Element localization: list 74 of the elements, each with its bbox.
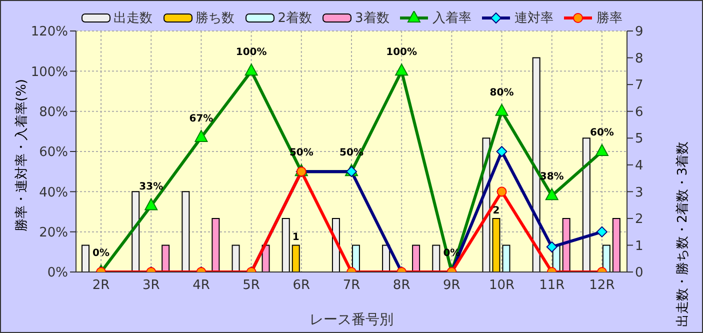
point — [495, 104, 508, 116]
x-tick-label: 4R — [192, 278, 210, 294]
data-label: 67% — [189, 113, 214, 124]
x-tick-label: 6R — [292, 278, 310, 294]
x-tick-label: 8R — [392, 278, 410, 294]
point — [144, 198, 158, 210]
legend-label: 入着率 — [432, 10, 472, 27]
data-label: 60% — [590, 128, 614, 138]
x-tick-label: 5R — [242, 278, 260, 294]
bar — [232, 244, 240, 272]
x-tick-label: 7R — [342, 278, 360, 294]
data-label: 0% — [92, 248, 110, 259]
bar — [162, 244, 170, 272]
y2-tick-label: 2 — [635, 212, 644, 228]
bar — [532, 57, 540, 272]
x-tick-label: 12R — [589, 278, 615, 294]
bar — [282, 218, 290, 272]
bar — [602, 244, 610, 272]
bar — [432, 244, 440, 272]
y-tick-label: 100% — [30, 64, 68, 80]
x-tick-label: 11R — [539, 278, 565, 294]
y-tick-label: 60% — [39, 145, 68, 160]
bar — [352, 244, 360, 272]
data-label: 33% — [139, 182, 164, 193]
legend-label: 2着数 — [278, 10, 312, 27]
point — [395, 64, 408, 76]
x-tick-label: 9R — [443, 278, 460, 294]
y2-axis-title: 出走数・勝ち数・2着数・3着数 — [674, 142, 691, 328]
legend-label: 勝率 — [596, 10, 622, 27]
data-label: 100% — [386, 47, 418, 58]
point — [595, 144, 608, 156]
data-label: 1 — [292, 232, 300, 244]
bar — [612, 218, 620, 272]
bar — [132, 191, 140, 272]
data-label: 100% — [236, 47, 267, 58]
y2-tick-label: 1 — [635, 238, 644, 254]
x-axis-title: レース番号別 — [310, 312, 394, 328]
bar — [562, 218, 570, 272]
bar — [412, 244, 420, 272]
y2-tick-label: 9 — [635, 24, 644, 40]
y-tick-label: 120% — [30, 24, 68, 40]
y-tick-label: 0% — [47, 266, 68, 281]
y2-tick-label: 7 — [635, 78, 644, 94]
y2-tick-label: 0 — [635, 266, 644, 281]
legend-label: 勝ち数 — [196, 10, 235, 27]
legend-label: 連対率 — [514, 10, 554, 27]
y-axis-title: 勝率・連対率・入着率(%) — [14, 79, 30, 232]
bar — [582, 138, 590, 272]
bar — [262, 244, 270, 272]
y2-tick-label: 3 — [635, 185, 644, 200]
bar — [492, 218, 500, 272]
bar — [502, 244, 510, 272]
point — [244, 64, 258, 76]
bar — [182, 191, 190, 272]
bar — [82, 244, 90, 272]
y2-tick-label: 6 — [635, 104, 644, 120]
bar — [212, 218, 220, 272]
y-tick-label: 80% — [39, 104, 68, 120]
legend-label: 出走数 — [114, 10, 153, 27]
x-tick-label: 3R — [142, 278, 160, 294]
y2-tick-label: 8 — [635, 51, 644, 66]
x-tick-label: 10R — [488, 278, 515, 294]
point — [545, 188, 558, 200]
data-label: 2 — [492, 205, 500, 216]
y2-tick-label: 4 — [635, 158, 644, 174]
legend-label: 3着数 — [355, 10, 390, 27]
y-tick-label: 40% — [39, 185, 68, 200]
point — [496, 146, 508, 157]
data-label: 80% — [490, 87, 514, 98]
x-tick-label: 2R — [92, 278, 110, 294]
point — [194, 130, 208, 142]
bar — [292, 244, 300, 272]
y-tick-label: 20% — [39, 225, 68, 240]
y2-tick-label: 5 — [635, 132, 644, 147]
